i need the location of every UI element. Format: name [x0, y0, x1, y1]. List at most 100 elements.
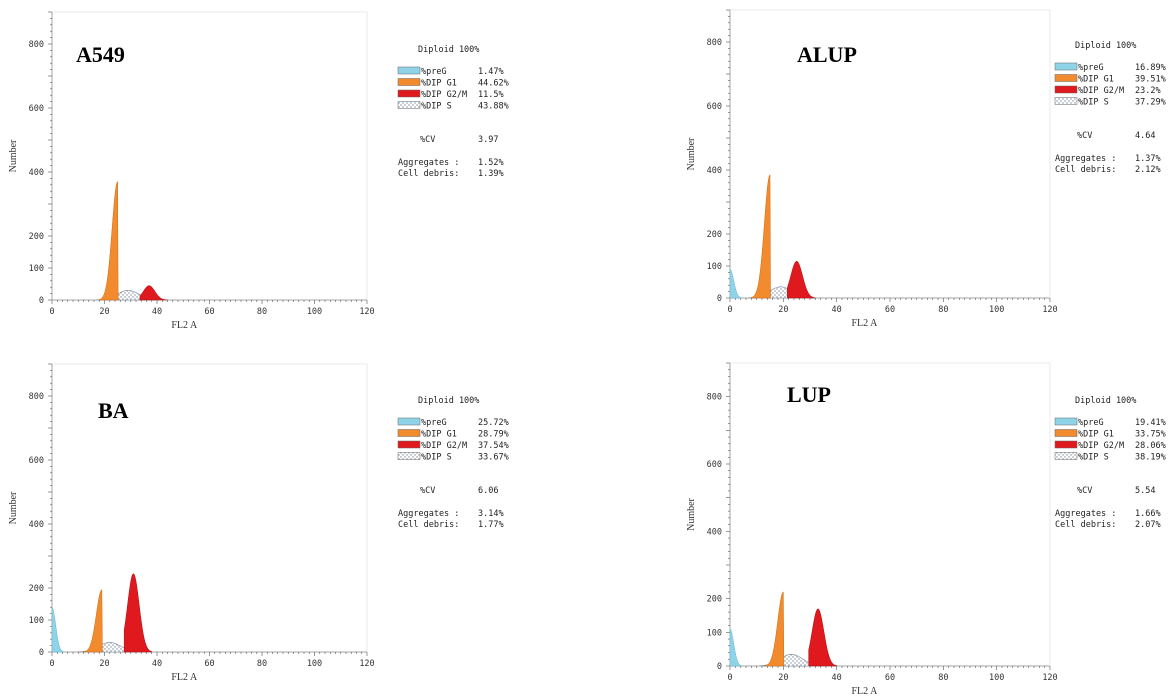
cv-value: 3.97: [478, 135, 498, 145]
g2m-peak: [808, 608, 837, 667]
cell-debris-label: Cell debris:: [1055, 165, 1116, 175]
y-tick-label: 0: [39, 648, 44, 658]
y-tick-label: 0: [39, 296, 44, 306]
legend-label-g2m: %DIP G2/M: [421, 441, 467, 451]
x-tick-label: 120: [1042, 673, 1057, 683]
x-axis-label: FL2 A: [171, 320, 198, 331]
legend-swatch-preG: [397, 66, 421, 75]
legend-label-g1: %DIP G1: [421, 79, 457, 89]
y-tick-label: 600: [707, 102, 722, 112]
legend-value-preG: 1.47%: [478, 67, 504, 77]
x-tick-label: 60: [885, 305, 895, 315]
legend-swatch-preG: [1054, 62, 1078, 71]
legend-swatch-preG: [397, 417, 421, 426]
y-tick-label: 800: [707, 393, 722, 403]
aggregates-label: Aggregates :: [398, 509, 459, 519]
legend-swatch-s: [397, 101, 421, 109]
legend-swatch-g2m: [397, 89, 421, 98]
x-tick-label: 120: [359, 659, 374, 669]
y-axis-label: Number: [8, 139, 19, 172]
cv-label: %CV: [420, 135, 435, 145]
legend-value-s: 38.19%: [1135, 453, 1166, 463]
legend-swatch-g2m: [397, 440, 421, 449]
legend-label-g1: %DIP G1: [421, 430, 457, 440]
y-tick-label: 100: [29, 616, 44, 626]
y-tick-label: 200: [707, 595, 722, 605]
y-tick-label: 400: [707, 166, 722, 176]
g2m-peak: [123, 573, 152, 653]
legend-swatch-s: [1054, 97, 1078, 105]
x-tick-label: 20: [778, 305, 788, 315]
x-tick-label: 40: [152, 659, 162, 669]
x-tick-label: 0: [49, 307, 54, 317]
legend-swatch-preG: [1054, 417, 1078, 426]
y-tick-label: 600: [707, 460, 722, 470]
y-tick-label: 100: [707, 262, 722, 272]
cell-debris-value: 2.07%: [1135, 520, 1161, 530]
legend-value-preG: 25.72%: [478, 418, 509, 428]
legend-label-preG: %preG: [421, 67, 447, 77]
legend-value-g1: 39.51%: [1135, 75, 1166, 85]
y-tick-label: 200: [29, 584, 44, 594]
x-tick-label: 60: [204, 659, 214, 669]
aggregates-value: 3.14%: [478, 509, 504, 519]
g1-peak: [764, 591, 785, 667]
histogram-panel-a549: 0 20 40 60 80 100 120 0 100 200 400 600 800 FL2 A Numb…: [8, 11, 509, 331]
cell-debris-value: 2.12%: [1135, 165, 1161, 175]
histogram-panel-lup: 0 20 40 60 80 100 120 0 100 200 400 600 800 FL2 A Numb…: [686, 362, 1166, 697]
legend-value-g1: 44.62%: [478, 79, 509, 89]
g2m-peak: [139, 285, 168, 301]
x-tick-label: 100: [307, 307, 322, 317]
stats-header: Diploid 100%: [418, 396, 479, 406]
y-tick-label: 800: [29, 392, 44, 402]
y-tick-label: 0: [717, 294, 722, 304]
x-tick-label: 40: [832, 673, 842, 683]
y-tick-label: 400: [29, 520, 44, 530]
x-tick-label: 40: [832, 305, 842, 315]
x-tick-label: 80: [938, 305, 948, 315]
x-tick-label: 80: [257, 307, 267, 317]
x-tick-label: 100: [307, 659, 322, 669]
cv-value: 5.54: [1135, 486, 1155, 496]
cv-label: %CV: [420, 486, 435, 496]
x-axis-label: FL2 A: [851, 318, 878, 329]
legend-label-preG: %preG: [1078, 418, 1104, 428]
histogram-panel-ba: 0 20 40 60 80 100 120 0 100 200 400 600 800 FL2 A Numb…: [8, 363, 509, 683]
y-tick-label: 400: [707, 527, 722, 537]
y-tick-label: 0: [717, 662, 722, 672]
g1-peak: [83, 589, 103, 653]
stats-header: Diploid 100%: [1075, 396, 1136, 406]
y-tick-label: 100: [29, 264, 44, 274]
legend-swatch-s: [1054, 452, 1078, 460]
plot-area: [729, 9, 1051, 299]
y-tick-label: 200: [707, 230, 722, 240]
stats-panel: Diploid 100% %preG 25.72% %DIP G1 28.79% %DIP…: [397, 396, 509, 530]
legend-value-g2m: 11.5%: [478, 90, 504, 100]
legend-swatch-g1: [397, 78, 421, 86]
panel-title: BA: [98, 398, 129, 423]
legend-value-g2m: 23.2%: [1135, 86, 1161, 96]
legend-label-preG: %preG: [421, 418, 447, 428]
legend-swatch-g1: [1054, 429, 1078, 437]
legend-label-g2m: %DIP G2/M: [1078, 441, 1124, 451]
legend-label-g1: %DIP G1: [1078, 430, 1114, 440]
legend-label-preG: %preG: [1078, 63, 1104, 73]
x-tick-label: 60: [885, 673, 895, 683]
x-tick-label: 80: [938, 673, 948, 683]
y-tick-label: 600: [29, 456, 44, 466]
legend-label-s: %DIP S: [421, 453, 452, 463]
y-tick-label: 100: [707, 628, 722, 638]
aggregates-label: Aggregates :: [1055, 509, 1116, 519]
legend-swatch-g2m: [1054, 440, 1078, 449]
x-tick-label: 40: [152, 307, 162, 317]
y-tick-label: 800: [707, 38, 722, 48]
legend-label-g1: %DIP G1: [1078, 75, 1114, 85]
stats-header: Diploid 100%: [418, 45, 479, 55]
aggregates-value: 1.66%: [1135, 509, 1161, 519]
x-tick-label: 20: [778, 673, 788, 683]
y-tick-label: 200: [29, 232, 44, 242]
x-tick-label: 20: [99, 307, 109, 317]
legend-value-g1: 33.75%: [1135, 430, 1166, 440]
cell-debris-label: Cell debris:: [398, 169, 459, 179]
